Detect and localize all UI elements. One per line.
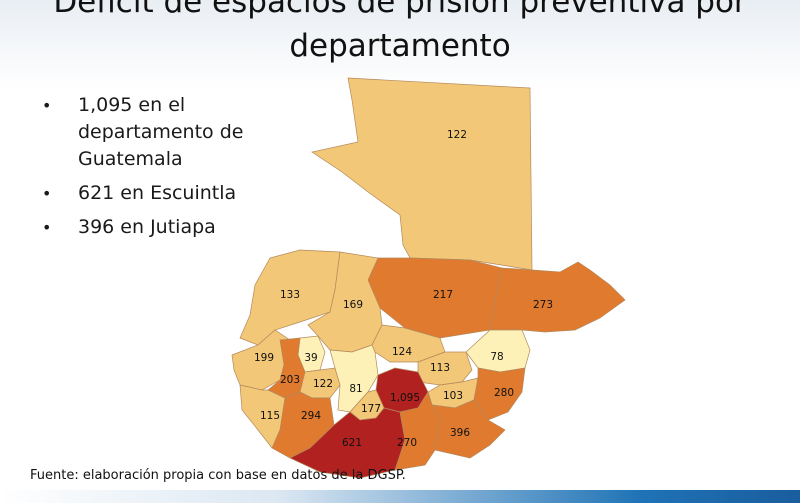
map-value-label: 1,095 xyxy=(390,392,420,404)
map-value-label: 113 xyxy=(430,362,450,374)
map-value-label: 81 xyxy=(349,383,362,395)
map-value-label: 124 xyxy=(392,346,412,358)
slide-title: Déficit de espacios de prisión preventiv… xyxy=(53,0,747,64)
map-value-label: 169 xyxy=(343,299,363,311)
department-huehuetenango xyxy=(239,249,341,346)
map-value-label: 122 xyxy=(313,378,333,390)
map-value-label: 199 xyxy=(254,352,274,364)
bottom-accent-bar xyxy=(0,490,800,503)
bullet-item: • 1,095 en el departamento de Guatemala xyxy=(42,92,282,173)
department-izabal xyxy=(489,261,626,333)
department-jutiapa xyxy=(431,399,506,459)
map-value-label: 280 xyxy=(494,387,514,399)
map-value-label: 122 xyxy=(447,129,467,141)
map-value-label: 133 xyxy=(280,289,300,301)
map-value-label: 217 xyxy=(433,289,453,301)
map-value-label: 115 xyxy=(260,410,280,422)
bullet-list: • 1,095 en el departamento de Guatemala … xyxy=(42,92,282,248)
map-value-label: 39 xyxy=(304,352,317,364)
bullet-item: • 621 en Escuintla xyxy=(42,180,282,207)
map-value-label: 203 xyxy=(280,374,300,386)
bullet-text: 1,095 en el departamento de Guatemala xyxy=(78,94,244,170)
bullet-dot-icon: • xyxy=(42,218,52,237)
map-value-label: 273 xyxy=(533,299,553,311)
map-value-label: 396 xyxy=(450,427,470,439)
map-value-label: 621 xyxy=(342,437,362,449)
source-note: Fuente: elaboración propia con base en d… xyxy=(30,468,406,483)
bullet-text: 621 en Escuintla xyxy=(78,182,237,204)
bullet-dot-icon: • xyxy=(42,184,52,203)
department-chiquimula xyxy=(473,367,526,421)
department-peten xyxy=(311,77,533,271)
map-value-label: 294 xyxy=(301,410,321,422)
bullet-dot-icon: • xyxy=(42,96,52,115)
map-value-label: 103 xyxy=(443,390,463,402)
map-value-label: 78 xyxy=(490,351,503,363)
map-value-label: 270 xyxy=(397,437,417,449)
bullet-text: 396 en Jutiapa xyxy=(78,216,216,238)
bullet-item: • 396 en Jutiapa xyxy=(42,214,282,241)
map-value-label: 177 xyxy=(361,403,381,415)
